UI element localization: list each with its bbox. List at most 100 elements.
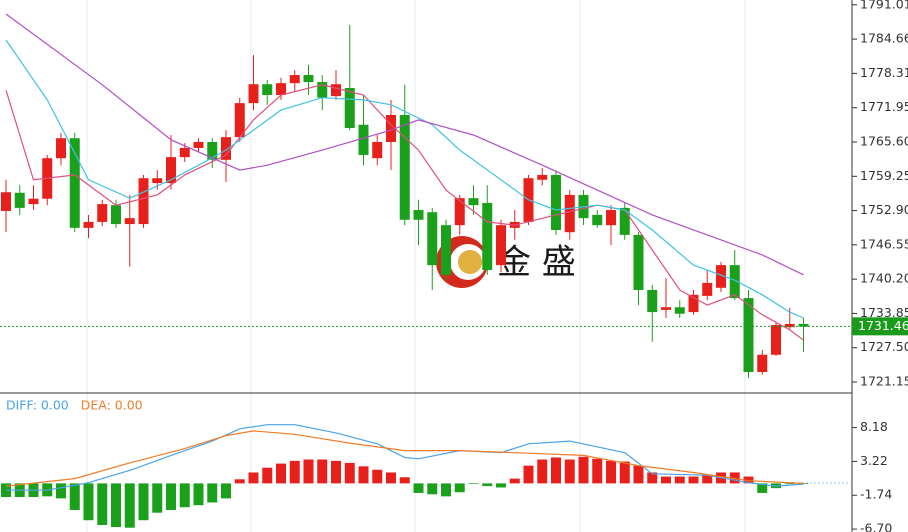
candle-body — [276, 83, 286, 96]
candle-body — [633, 234, 644, 290]
macd-bar — [152, 483, 163, 513]
candle-body — [221, 137, 231, 160]
candle-body — [674, 307, 685, 314]
line — [5, 13, 804, 276]
candle-body — [289, 75, 300, 84]
candle-body — [207, 142, 218, 160]
macd-bar — [111, 483, 121, 528]
macd-bar — [138, 483, 149, 521]
macd-bar — [317, 459, 328, 484]
candle-body — [647, 289, 658, 313]
y-tick-label: 3.22 — [860, 453, 888, 468]
macd-bar — [564, 459, 575, 484]
candle-body — [69, 138, 80, 228]
candle-body — [193, 142, 204, 148]
y-tick-label: 1740.20 — [860, 271, 908, 286]
candle-body — [441, 225, 451, 275]
macd-bar — [757, 483, 768, 493]
candle-body — [661, 307, 671, 310]
candle-body — [729, 265, 740, 299]
macd-bar — [386, 472, 396, 484]
macd-bar — [551, 457, 561, 484]
candle-body — [1, 192, 11, 211]
candle-body — [427, 212, 438, 266]
macd-bar — [661, 476, 671, 484]
macd-bar — [674, 476, 685, 484]
watermark: 金 盛 — [436, 236, 576, 288]
y-tick-label: 1778.31 — [860, 65, 908, 80]
candle-body — [386, 115, 396, 143]
y-tick-label: 1752.90 — [860, 202, 908, 217]
macd-bar — [289, 460, 300, 484]
candle-body — [757, 354, 768, 373]
candle-body — [166, 157, 176, 184]
macd-bar — [702, 474, 713, 484]
y-tick-label: 1721.15 — [860, 374, 908, 389]
macd-bar — [743, 476, 754, 484]
last-price-label: 1731.46 — [858, 318, 908, 333]
macd-bar — [262, 467, 273, 484]
macd-bar — [179, 483, 190, 508]
line — [5, 430, 804, 487]
candle-body — [111, 205, 121, 225]
candle-body — [344, 88, 355, 128]
candle-body — [619, 207, 630, 235]
macd-bar — [234, 479, 245, 484]
y-tick-label: 1771.95 — [860, 99, 908, 114]
last-price-box — [852, 317, 908, 336]
macd-bar — [592, 458, 603, 484]
candle-body — [262, 84, 273, 96]
macd-bar — [496, 483, 506, 488]
macd-bar — [56, 483, 66, 499]
candle-body — [179, 147, 190, 158]
candle-body — [482, 203, 493, 270]
logo — [458, 250, 482, 274]
candle-body — [771, 325, 781, 355]
candle-body — [372, 142, 383, 159]
candle-body — [454, 198, 465, 226]
candle-body — [97, 204, 108, 222]
candle-body — [124, 218, 135, 225]
y-tick-label: 1727.50 — [860, 339, 908, 354]
candle-body — [606, 210, 616, 226]
y-tick-label: 8.18 — [860, 419, 888, 434]
macd-bar — [427, 483, 438, 495]
candle-body — [784, 323, 795, 328]
y-tick-label: 1784.66 — [860, 31, 908, 46]
macd-bar — [482, 483, 493, 487]
macd-bar — [647, 472, 658, 484]
macd-bar — [303, 459, 314, 484]
macd-bar — [344, 462, 355, 484]
macd-bar — [97, 483, 108, 525]
candle-body — [56, 138, 66, 159]
candle-body — [716, 265, 726, 288]
macd-bar — [784, 483, 795, 485]
macd-bar — [331, 460, 341, 484]
y-tick-label: -6.70 — [860, 521, 892, 532]
legend-entry: DEA: 0.00 — [81, 398, 143, 413]
line — [5, 39, 804, 319]
macd-bar — [69, 483, 80, 510]
candle-body — [496, 225, 506, 266]
candle-body — [248, 84, 259, 104]
candle-body — [399, 115, 410, 220]
candle-body — [551, 174, 561, 231]
macd-bar — [523, 465, 534, 484]
candle-body — [537, 174, 548, 180]
macd-bar — [606, 460, 616, 484]
macd-bar — [454, 483, 465, 493]
macd-bar — [633, 465, 644, 484]
y-tick-label: 1791.01 — [860, 0, 908, 11]
macd-bar — [221, 483, 231, 499]
macd-bar — [619, 461, 630, 484]
macd-bar — [688, 476, 699, 484]
macd-bar — [509, 478, 520, 484]
y-tick-label: 1759.25 — [860, 168, 908, 183]
candle-body — [138, 178, 149, 225]
macd-bar — [413, 483, 424, 493]
macd-bar — [537, 459, 548, 484]
macd-bar — [729, 472, 740, 484]
candle-body — [358, 124, 369, 155]
y-tick-label: -1.74 — [860, 487, 892, 502]
candle-body — [14, 192, 25, 208]
